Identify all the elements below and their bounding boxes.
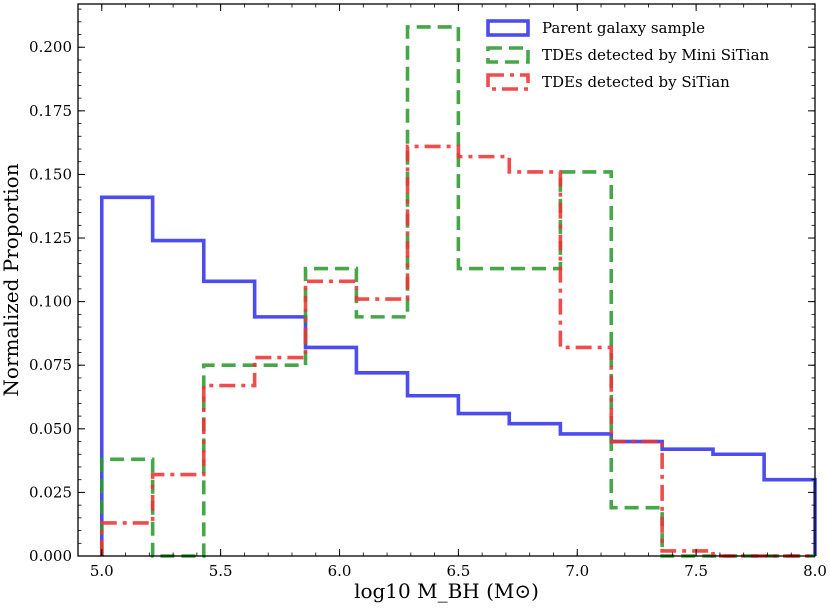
- series-line-2: [99, 25, 815, 558]
- legend-swatch-3: [486, 73, 530, 91]
- x-tick-label: 6.0: [328, 562, 352, 580]
- series-line-1: [99, 195, 817, 556]
- y-tick-label: 0.075: [29, 356, 72, 374]
- y-tick-label: 0.050: [29, 420, 72, 438]
- y-tick-label: 0.125: [29, 229, 72, 247]
- x-tick-label: 7.0: [565, 562, 589, 580]
- x-tick-label: 7.5: [684, 562, 708, 580]
- legend-label-1: Parent galaxy sample: [542, 19, 705, 37]
- legend-label-3: TDEs detected by SiTian: [542, 73, 730, 91]
- y-tick-label: 0.150: [29, 165, 72, 183]
- y-tick-label: 0.000: [29, 547, 72, 565]
- y-axis-label: Normalized Proportion: [0, 163, 23, 396]
- plot-frame: [77, 3, 816, 557]
- x-tick-label: 5.0: [90, 562, 114, 580]
- x-tick-label: 6.5: [446, 562, 470, 580]
- legend-swatch-1: [486, 19, 530, 37]
- x-tick-label: 5.5: [209, 562, 233, 580]
- y-tick-label: 0.175: [29, 102, 72, 120]
- x-axis-label: log10 M_BH (M⊙): [354, 579, 539, 603]
- y-tick-label: 0.025: [29, 483, 72, 501]
- x-tick-label: 8.0: [803, 562, 827, 580]
- y-tick-label: 0.100: [29, 293, 72, 311]
- series-layer: [99, 25, 817, 558]
- legend-swatch-2: [486, 46, 530, 64]
- y-tick-label: 0.200: [29, 38, 72, 56]
- legend-label-2: TDEs detected by Mini SiTian: [542, 46, 770, 64]
- legend: Parent galaxy sample TDEs detected by Min…: [486, 19, 770, 91]
- series-line-3: [99, 144, 815, 558]
